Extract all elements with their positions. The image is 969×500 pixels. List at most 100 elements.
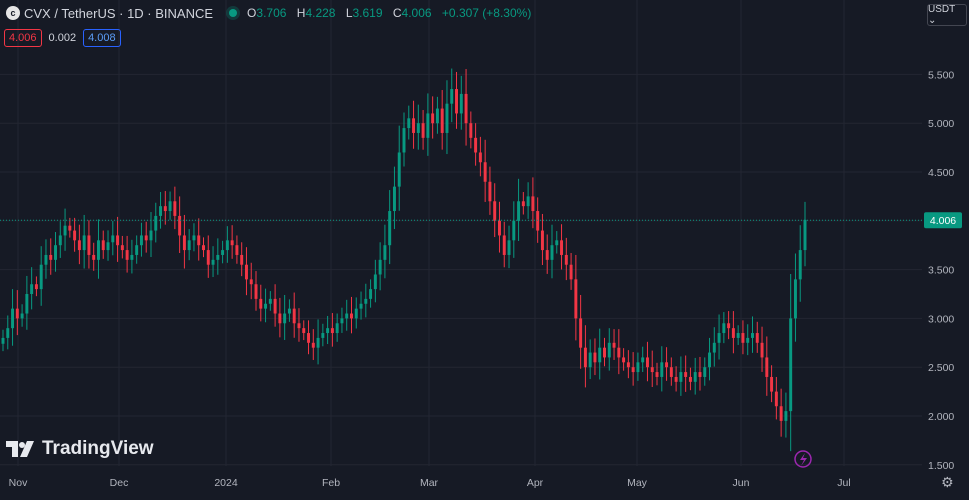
candle — [416, 104, 420, 150]
candle — [397, 125, 401, 211]
candle — [626, 350, 630, 379]
candle — [6, 315, 10, 350]
candle — [688, 367, 692, 391]
candle — [493, 183, 497, 238]
candle — [292, 292, 296, 338]
y-tick-label: 3.500 — [928, 265, 954, 277]
candle — [44, 239, 48, 279]
candle — [598, 328, 602, 380]
candle — [335, 313, 339, 342]
candle — [774, 376, 778, 420]
candle — [412, 100, 416, 149]
candle — [30, 267, 34, 310]
candle — [512, 201, 516, 258]
candle — [268, 291, 272, 311]
time-axis[interactable]: Nov Dec 2024 Feb Mar Apr May Jun Jul — [9, 477, 851, 489]
candle — [54, 232, 57, 272]
candle — [765, 336, 769, 396]
candle — [68, 217, 72, 238]
tradingview-logo[interactable]: TradingView — [6, 438, 154, 460]
candle — [617, 329, 621, 375]
candle — [507, 225, 511, 269]
candle — [755, 321, 759, 353]
candle — [612, 329, 616, 360]
candle — [622, 348, 626, 371]
close-value: 4.006 — [401, 6, 432, 20]
candle — [550, 224, 554, 279]
candle — [751, 316, 754, 353]
candle — [173, 186, 177, 230]
candle — [445, 80, 449, 155]
candle — [502, 221, 506, 268]
candle — [364, 283, 368, 318]
candle — [58, 221, 62, 258]
candle — [564, 237, 568, 281]
candle — [221, 240, 225, 264]
candle — [669, 357, 673, 386]
candle — [426, 93, 430, 156]
candle — [20, 304, 24, 327]
candle — [111, 220, 115, 256]
y-tick-label: 2.500 — [928, 362, 954, 374]
candle — [636, 352, 640, 381]
candle — [645, 341, 649, 382]
candle — [703, 357, 707, 386]
candle — [373, 259, 377, 303]
x-tick-label: Nov — [9, 477, 28, 489]
candle — [106, 230, 110, 261]
candle — [603, 337, 606, 367]
candle — [464, 69, 468, 146]
buy-price-button[interactable]: 4.008 — [83, 29, 121, 47]
candle — [144, 221, 148, 253]
candle — [593, 338, 597, 376]
candle — [77, 224, 81, 265]
candle — [717, 314, 721, 360]
y-tick-label: 1.500 — [928, 460, 954, 472]
y-tick-label: 5.500 — [928, 69, 954, 81]
high-label: H — [296, 6, 306, 20]
candle — [421, 110, 425, 150]
open-value: 3.706 — [256, 6, 287, 20]
candle — [631, 352, 635, 386]
candle — [63, 208, 67, 251]
flash-icon[interactable] — [794, 450, 812, 468]
candle — [135, 235, 139, 264]
price-axis[interactable]: 1.5002.0002.5003.0003.5004.0004.5005.000… — [928, 69, 954, 471]
candle — [302, 320, 306, 341]
candle — [560, 224, 564, 270]
market-status-icon[interactable] — [229, 9, 238, 17]
candle — [297, 308, 301, 342]
candle — [359, 291, 363, 320]
candle — [168, 191, 172, 220]
y-tick-label: 4.500 — [928, 167, 954, 179]
candle — [746, 324, 750, 356]
symbol-title[interactable]: CVX / TetherUS · 1D · BINANCE — [24, 5, 214, 21]
x-tick-label: Dec — [110, 477, 129, 489]
chart-header: c CVX / TetherUS · 1D · BINANCE O3.706 H… — [6, 4, 538, 22]
chart-grid — [0, 0, 922, 466]
sell-price-button[interactable]: 4.006 — [4, 29, 42, 47]
change-value: +0.307 (+8.30%) — [441, 6, 532, 20]
candle — [225, 226, 229, 263]
currency-button[interactable]: USDT ⌄ — [927, 4, 967, 26]
x-tick-label: 2024 — [214, 477, 238, 489]
candle — [197, 218, 201, 261]
candle — [178, 196, 182, 254]
candle — [350, 296, 353, 334]
candle — [641, 346, 645, 372]
candle — [517, 178, 521, 242]
candle — [660, 346, 664, 392]
settings-gear-icon[interactable]: ⚙ — [941, 474, 954, 490]
candle — [731, 311, 735, 354]
x-tick-label: Apr — [527, 477, 544, 489]
candle — [588, 339, 592, 380]
candle — [244, 247, 248, 296]
candle — [287, 299, 291, 322]
candle — [435, 96, 439, 134]
candle — [182, 214, 186, 269]
candle — [264, 288, 268, 323]
candle — [574, 254, 578, 341]
candle — [583, 325, 587, 388]
candle — [450, 68, 454, 123]
